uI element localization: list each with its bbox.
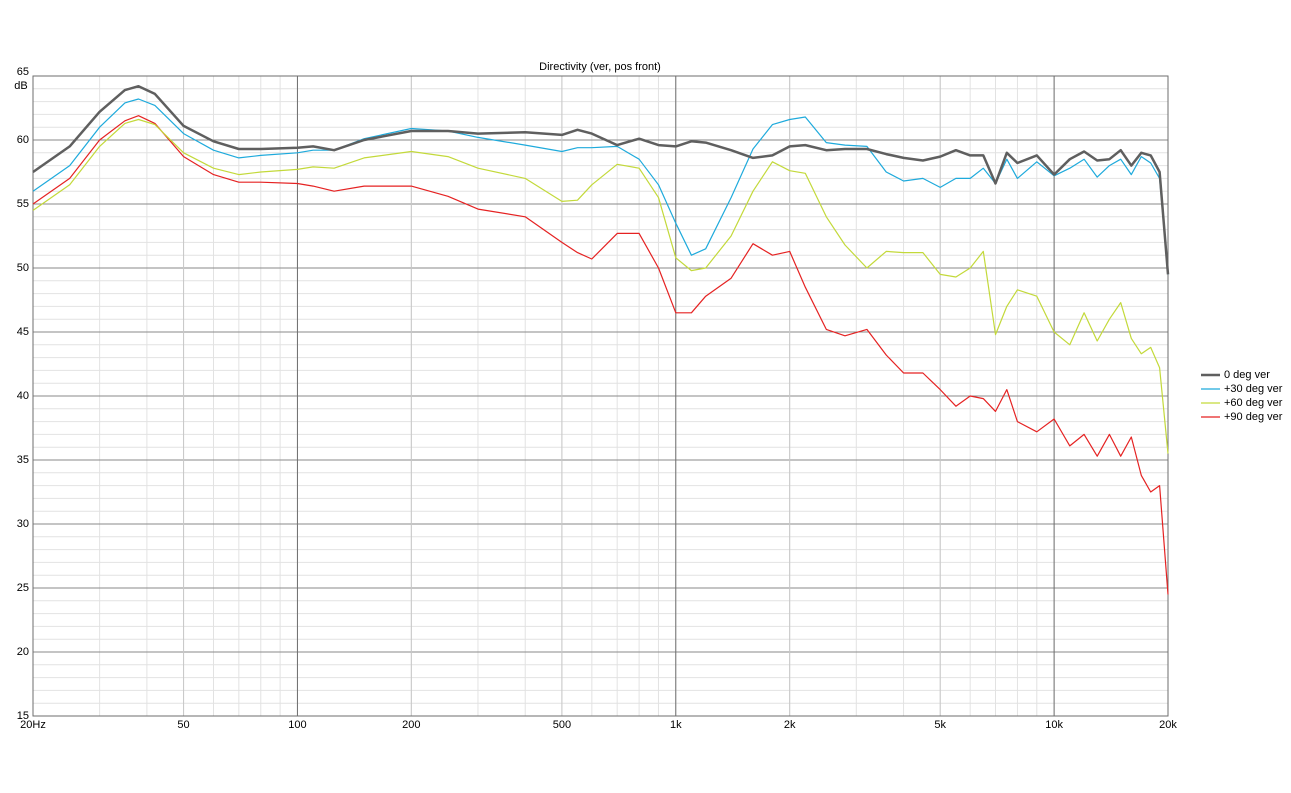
y-tick-label: 60 bbox=[17, 134, 29, 146]
y-tick-label: 55 bbox=[17, 198, 29, 210]
y-tick-label: 20 bbox=[17, 646, 29, 658]
y-tick-label: 30 bbox=[17, 518, 29, 530]
x-tick-label: 500 bbox=[553, 719, 571, 731]
legend-label: 0 deg ver bbox=[1224, 369, 1270, 381]
y-tick-label: 40 bbox=[17, 390, 29, 402]
series-line bbox=[32, 98, 1169, 275]
x-tick-label: 10k bbox=[1045, 719, 1063, 731]
plot-border bbox=[32, 75, 1169, 717]
series-line bbox=[32, 118, 1169, 454]
series-line bbox=[32, 84, 1170, 275]
series-line bbox=[32, 115, 1169, 595]
x-tick-label: 20Hz bbox=[20, 719, 46, 731]
y-tick-label: 35 bbox=[17, 454, 29, 466]
y-axis-label: dB bbox=[14, 80, 27, 92]
legend-label: +90 deg ver bbox=[1224, 411, 1283, 423]
y-tick-label: 65 bbox=[17, 66, 29, 78]
chart-title: Directivity (ver, pos front) bbox=[539, 61, 661, 73]
y-tick-label: 50 bbox=[17, 262, 29, 274]
x-tick-label: 20k bbox=[1159, 719, 1177, 731]
y-tick-label: 45 bbox=[17, 326, 29, 338]
legend-label: +60 deg ver bbox=[1224, 397, 1283, 409]
legend-label: +30 deg ver bbox=[1224, 383, 1283, 395]
x-tick-label: 50 bbox=[177, 719, 189, 731]
x-tick-label: 100 bbox=[288, 719, 306, 731]
x-tick-label: 5k bbox=[934, 719, 946, 731]
y-tick-label: 25 bbox=[17, 582, 29, 594]
x-tick-label: 200 bbox=[402, 719, 420, 731]
x-tick-label: 1k bbox=[670, 719, 682, 731]
y-tick-label: 15 bbox=[17, 710, 29, 722]
x-tick-label: 2k bbox=[784, 719, 796, 731]
